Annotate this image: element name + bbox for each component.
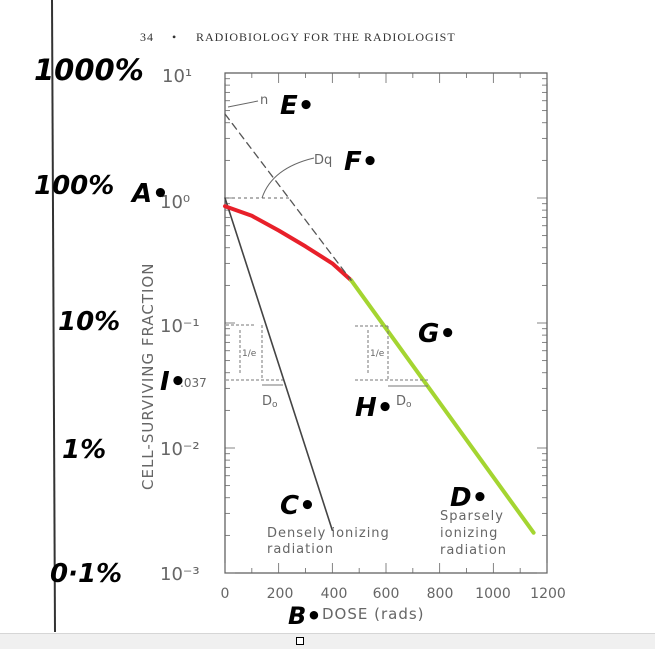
minor-ticks	[224, 73, 548, 574]
y-tick-10-1: 10¹	[162, 66, 192, 87]
hand-10pct: 10%	[58, 307, 120, 337]
label-dense-2: radiation	[267, 542, 334, 557]
series-line-3	[224, 113, 352, 281]
x-tick-200: 200	[267, 586, 294, 602]
annotation-d0-left-sub: o	[272, 400, 278, 410]
y-tick-10-m3: 10⁻³	[160, 564, 200, 585]
y-tick-037: .037	[180, 376, 207, 390]
header-bullet: •	[172, 30, 178, 44]
y-tick-10-0: 10⁰	[160, 192, 190, 213]
resize-handle[interactable]	[296, 637, 304, 645]
binding-edge-line	[51, 0, 56, 632]
hand-letter-h: H•	[355, 393, 393, 423]
series-line-0	[224, 197, 334, 532]
hand-letter-e: E•	[280, 91, 314, 121]
hand-letter-g: G•	[418, 319, 456, 349]
annotation-1e-right: 1/e	[370, 349, 385, 359]
y-tick-10-m1: 10⁻¹	[160, 316, 200, 337]
label-sparse-3: radiation	[440, 543, 507, 558]
x-tick-1200: 1200	[530, 586, 566, 602]
hand-letter-i: I•	[160, 367, 186, 397]
series-group	[223, 113, 536, 535]
hand-letter-f: F•	[344, 147, 378, 177]
x-tick-1000: 1000	[475, 586, 511, 602]
annotation-1e-left: 1/e	[242, 349, 257, 359]
hand-1000pct: 1000%	[34, 53, 144, 87]
hand-0-1pct: 0·1%	[50, 559, 122, 589]
annotation-n: n	[260, 93, 268, 108]
y-axis-title: CELL-SURVIVING FRACTION	[139, 263, 157, 490]
hand-letter-b: B•	[288, 602, 322, 630]
x-axis-title: DOSE (rads)	[322, 605, 425, 623]
d0-right-box	[355, 325, 430, 381]
label-sparse-2: ionizing	[440, 526, 498, 541]
annotation-d0-right-sub: o	[406, 400, 412, 410]
annotation-dq: Dq	[314, 153, 332, 168]
hand-1pct: 1%	[62, 435, 106, 465]
hand-100pct: 100%	[34, 171, 114, 201]
series-line-2	[349, 278, 536, 535]
y-tick-10-m2: 10⁻²	[160, 439, 200, 460]
survival-curve-chart: 0 200 400 600 800 1000 1200 10¹ 10⁰ 10⁻¹…	[34, 0, 566, 632]
x-tick-600: 600	[373, 586, 400, 602]
x-tick-0: 0	[221, 586, 230, 602]
label-sparse-1: Sparsely	[440, 509, 504, 524]
plot-frame	[224, 72, 548, 574]
page-number: 34	[140, 30, 154, 44]
series-line-1	[223, 204, 354, 283]
hand-letter-d: D•	[450, 483, 488, 513]
hand-letter-a: A•	[130, 179, 169, 209]
x-tick-400: 400	[321, 586, 348, 602]
n-arrow	[227, 100, 259, 108]
bottom-toolbar	[0, 633, 655, 649]
annotation-d0-left: D	[262, 394, 272, 409]
dq-leader-line	[261, 157, 315, 199]
header-title: RADIOBIOLOGY FOR THE RADIOLOGIST	[196, 30, 456, 44]
x-tick-800: 800	[427, 586, 454, 602]
annotation-d0-right: D	[396, 394, 406, 409]
label-dense-1: Densely ionizing	[267, 526, 390, 541]
hand-letter-c: C•	[280, 491, 316, 521]
